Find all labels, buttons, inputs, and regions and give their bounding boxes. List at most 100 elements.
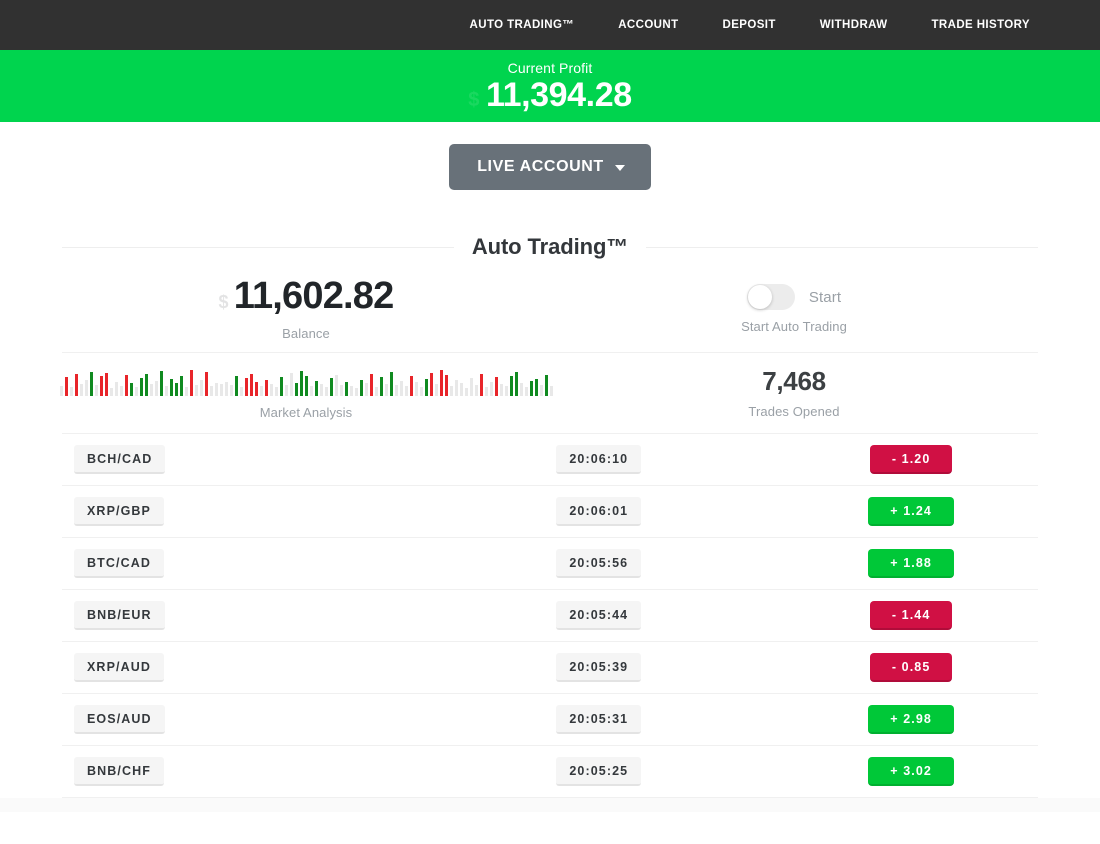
trade-pair-cell: BNB/CHF xyxy=(62,757,413,786)
trade-pair-cell: BTC/CAD xyxy=(62,549,413,578)
market-analysis-bar xyxy=(134,387,138,396)
market-analysis-bar xyxy=(314,381,318,396)
market-analysis-bar xyxy=(184,387,188,396)
currency-pair-chip: BCH/CAD xyxy=(74,445,166,474)
market-analysis-bar xyxy=(479,374,483,396)
status-badge: + 1.88 xyxy=(868,549,954,578)
page-title: Auto Trading™ xyxy=(471,234,629,259)
currency-pair-chip: BNB/CHF xyxy=(74,757,164,786)
current-profit-value: $ 11,394.28 xyxy=(468,76,632,115)
status-badge: - 0.85 xyxy=(869,653,953,682)
market-analysis-bar xyxy=(444,375,448,396)
market-analysis-bar xyxy=(389,372,393,396)
currency-pair-chip: XRP/GBP xyxy=(74,497,164,526)
market-analysis-bar xyxy=(404,386,408,396)
market-analysis-bar xyxy=(149,384,153,396)
market-analysis-bar xyxy=(364,383,368,396)
market-analysis-caption: Market Analysis xyxy=(259,405,353,420)
status-badge: - 1.44 xyxy=(869,601,953,630)
table-row[interactable]: XRP/GBP 20:06:01 + 1.24 xyxy=(62,486,1038,538)
trade-timestamp-chip: 20:05:39 xyxy=(556,653,642,682)
trade-time-cell: 20:06:01 xyxy=(413,497,784,526)
market-analysis-bar xyxy=(524,387,528,396)
market-analysis-bar xyxy=(259,386,263,396)
market-analysis-bar xyxy=(79,384,83,396)
market-analysis-bar xyxy=(459,383,463,396)
market-analysis-bar xyxy=(309,386,313,396)
divider-right xyxy=(646,246,1039,248)
market-analysis-bar xyxy=(434,384,438,396)
market-analysis-bar xyxy=(89,372,93,396)
market-analysis-bar xyxy=(114,382,118,396)
market-analysis-bar xyxy=(69,387,73,396)
market-analysis-bar xyxy=(159,371,163,396)
market-analysis-bar xyxy=(174,383,178,396)
market-analysis-bar xyxy=(344,382,348,396)
market-analysis-bar xyxy=(304,376,308,396)
market-analysis-bar xyxy=(374,387,378,396)
market-analysis-bar xyxy=(209,386,213,396)
market-analysis-bar xyxy=(214,383,218,396)
trade-result-cell: + 3.02 xyxy=(784,757,1038,786)
market-analysis-bar xyxy=(484,387,488,396)
trade-time-cell: 20:05:44 xyxy=(413,601,784,630)
market-analysis-bar xyxy=(104,373,108,396)
trade-timestamp-chip: 20:06:10 xyxy=(556,445,642,474)
auto-trading-toggle-row: Start xyxy=(746,284,841,310)
market-analysis-bar xyxy=(454,380,458,396)
nav-trade-history[interactable]: TRADE HISTORY xyxy=(931,19,1030,31)
market-analysis-bar xyxy=(274,387,278,396)
trade-timestamp-chip: 20:05:56 xyxy=(556,549,642,578)
balance-stat: $ 11,602.82 Balance xyxy=(62,260,550,352)
market-analysis-bar xyxy=(84,380,88,396)
auto-trading-toggle[interactable] xyxy=(746,284,795,310)
trade-time-cell: 20:06:10 xyxy=(413,445,784,474)
market-analysis-bar xyxy=(494,377,498,396)
currency-pair-chip: EOS/AUD xyxy=(74,705,165,734)
market-analysis-bar xyxy=(59,386,63,396)
market-analysis-bar xyxy=(269,384,273,396)
market-analysis-bar xyxy=(464,388,468,396)
market-analysis-bar xyxy=(519,383,523,396)
market-analysis-bar xyxy=(354,388,358,396)
table-row[interactable]: BTC/CAD 20:05:56 + 1.88 xyxy=(62,538,1038,590)
market-analysis-bar xyxy=(199,380,203,396)
market-analysis-bar xyxy=(489,382,493,396)
live-account-dropdown-button[interactable]: LIVE ACCOUNT xyxy=(449,144,651,190)
table-row[interactable]: BNB/CHF 20:05:25 + 3.02 xyxy=(62,746,1038,798)
trade-time-cell: 20:05:31 xyxy=(413,705,784,734)
table-row[interactable]: BCH/CAD 20:06:10 - 1.20 xyxy=(62,434,1038,486)
nav-auto-trading[interactable]: AUTO TRADING™ xyxy=(469,19,575,31)
trade-pair-cell: XRP/AUD xyxy=(62,653,413,682)
market-analysis-bar xyxy=(74,374,78,396)
market-analysis-bar xyxy=(544,375,548,396)
status-badge: - 1.20 xyxy=(869,445,953,474)
currency-pair-chip: BNB/EUR xyxy=(74,601,165,630)
market-analysis-bar xyxy=(339,385,343,396)
trade-result-cell: - 1.20 xyxy=(784,445,1038,474)
market-analysis-bar xyxy=(64,377,68,396)
market-analysis-bar xyxy=(349,386,353,396)
toggle-knob xyxy=(747,285,772,309)
nav-deposit[interactable]: DEPOSIT xyxy=(722,19,776,31)
status-badge: + 2.98 xyxy=(868,705,954,734)
table-row[interactable]: EOS/AUD 20:05:31 + 2.98 xyxy=(62,694,1038,746)
trade-result-cell: - 1.44 xyxy=(784,601,1038,630)
table-row[interactable]: BNB/EUR 20:05:44 - 1.44 xyxy=(62,590,1038,642)
currency-symbol: $ xyxy=(468,89,479,112)
market-analysis-bar xyxy=(244,378,248,396)
nav-withdraw[interactable]: WITHDRAW xyxy=(819,19,888,31)
nav-account[interactable]: ACCOUNT xyxy=(618,19,679,31)
divider-left xyxy=(62,246,454,248)
market-analysis-bar xyxy=(449,386,453,396)
market-analysis-bar xyxy=(169,379,173,396)
trade-pair-cell: XRP/GBP xyxy=(62,497,413,526)
chevron-down-icon xyxy=(614,165,625,171)
auto-trading-toggle-stat: Start Start Auto Trading xyxy=(550,260,1038,352)
trade-time-cell: 20:05:56 xyxy=(413,549,784,578)
table-row[interactable]: XRP/AUD 20:05:39 - 0.85 xyxy=(62,642,1038,694)
market-analysis-bar xyxy=(509,376,513,396)
trades-opened-value: 7,468 xyxy=(762,365,826,396)
market-analysis-bar xyxy=(319,384,323,396)
trade-pair-cell: EOS/AUD xyxy=(62,705,413,734)
